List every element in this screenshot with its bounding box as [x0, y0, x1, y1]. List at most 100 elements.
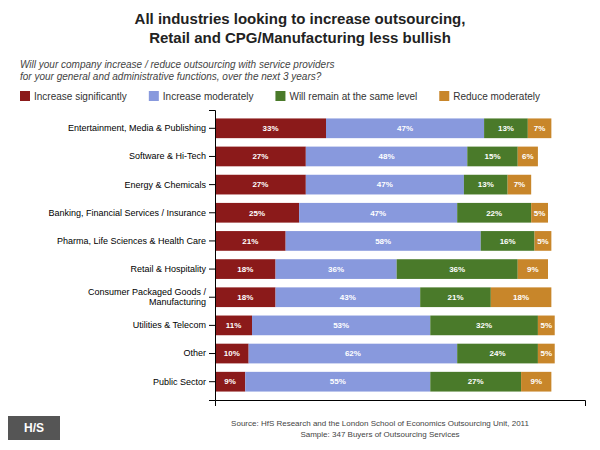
text-line: Manufacturing	[149, 297, 206, 307]
bar-segment	[286, 231, 481, 251]
tick-mark	[209, 381, 215, 382]
tick-label: Energy & Chemicals	[124, 179, 206, 189]
text-line: Pharma, Life Sciences & Health Care	[57, 236, 206, 246]
text-line: Banking, Financial Services / Insurance	[48, 208, 206, 218]
tick-label: Retail & Hospitality	[130, 264, 206, 274]
legend-swatch	[149, 91, 159, 101]
legend: Increase significantly Increase moderatel…	[20, 91, 540, 102]
text-line: Utilities & Telecom	[133, 320, 206, 330]
bar-segment	[215, 118, 326, 138]
bar-segment	[484, 118, 528, 138]
bar-segment	[491, 287, 552, 307]
text-line: Retail & Hospitality	[130, 264, 206, 274]
tick-mark	[209, 212, 215, 213]
subtitle: Will your company increase / reduce outs…	[20, 59, 335, 82]
legend-item: Increase moderately	[149, 91, 254, 102]
data-label: 47%	[370, 209, 386, 218]
legend-swatch	[275, 91, 285, 101]
bar-segment	[464, 175, 508, 195]
data-labels: 33%27%27%25%21%18%18%11%10%9%47%48%47%47…	[224, 124, 552, 386]
data-label: 33%	[262, 124, 278, 133]
text-line: Retail and CPG/Manufacturing less bullis…	[149, 29, 451, 46]
data-label: 9%	[527, 265, 539, 274]
bar-segment	[249, 344, 458, 364]
bar-segment	[276, 287, 421, 307]
chart: All industries looking to increase outso…	[0, 0, 600, 450]
text-line: Sample: 347 Buyers of Outsourcing Servic…	[300, 430, 459, 439]
plot: 33%27%27%25%21%18%18%11%10%9%47%48%47%47…	[48, 111, 585, 407]
data-label: 53%	[333, 321, 349, 330]
logo-box	[8, 416, 60, 440]
tick-label: Banking, Financial Services / Insurance	[48, 208, 206, 218]
data-label: 25%	[249, 209, 265, 218]
bar-segment	[538, 316, 555, 336]
series	[397, 118, 538, 391]
legend-label: Increase moderately	[163, 91, 254, 102]
bar-segment	[481, 231, 535, 251]
tick: Consumer Packaged Goods /Manufacturing	[88, 287, 215, 307]
tick: Banking, Financial Services / Insurance	[48, 208, 215, 218]
bar-segment	[535, 231, 552, 251]
bar-segment	[531, 203, 548, 223]
bar-segment	[299, 203, 457, 223]
text-line: Entertainment, Media & Publishing	[68, 123, 206, 133]
data-label: 5%	[537, 237, 549, 246]
legend-label: Increase significantly	[34, 91, 127, 102]
bar-segment	[420, 287, 491, 307]
bars	[215, 118, 555, 391]
bar-segment	[538, 344, 555, 364]
series	[245, 118, 484, 391]
legend-label: Reduce moderately	[453, 91, 540, 102]
axis-line	[209, 111, 216, 401]
tick: Public Sector	[153, 377, 215, 387]
bar-segment	[518, 259, 548, 279]
bar-segment	[306, 147, 467, 167]
source-note: Source: HfS Research and the London Scho…	[231, 419, 529, 439]
bar-segment	[528, 118, 552, 138]
bar-segment	[215, 287, 276, 307]
text-line: Other	[183, 348, 206, 358]
tick: Energy & Chemicals	[124, 179, 215, 189]
tick: Other	[183, 348, 215, 358]
bar-segment	[276, 259, 397, 279]
data-label: 47%	[377, 180, 393, 189]
tick-mark	[209, 240, 215, 241]
tick-mark	[209, 269, 215, 270]
bar-segment	[457, 344, 538, 364]
tick-label: Utilities & Telecom	[133, 320, 206, 330]
data-label: 9%	[530, 377, 542, 386]
tick-label: Pharma, Life Sciences & Health Care	[57, 236, 206, 246]
bar-segment	[430, 316, 538, 336]
text-line: Energy & Chemicals	[124, 179, 206, 189]
data-label: 5%	[541, 321, 553, 330]
text-line: Will your company increase / reduce outs…	[20, 59, 335, 70]
text-line: Public Sector	[153, 377, 206, 387]
data-label: 43%	[340, 293, 356, 302]
bar-segment	[215, 147, 306, 167]
title: All industries looking to increase outso…	[135, 10, 466, 46]
y-axis: Entertainment, Media & PublishingSoftwar…	[48, 111, 215, 401]
bar-segment	[215, 259, 276, 279]
data-label: 7%	[514, 180, 526, 189]
tick-label: Public Sector	[153, 377, 206, 387]
tick-label: Entertainment, Media & Publishing	[68, 123, 206, 133]
bar-segment	[215, 203, 299, 223]
data-label: 58%	[375, 237, 391, 246]
data-label: 21%	[447, 293, 463, 302]
bar-segment	[457, 203, 531, 223]
data-label: 36%	[449, 265, 465, 274]
data-label: 15%	[484, 152, 500, 161]
tick-mark	[209, 297, 215, 298]
data-label: 32%	[476, 321, 492, 330]
data-label: 18%	[513, 293, 529, 302]
data-label: 55%	[330, 377, 346, 386]
bar-segment	[508, 175, 532, 195]
data-label: 11%	[226, 321, 242, 330]
bar-segment	[521, 372, 551, 392]
tick-label: Other	[183, 348, 206, 358]
axis-line	[216, 401, 586, 407]
data-label: 27%	[468, 377, 484, 386]
data-label: 6%	[522, 152, 534, 161]
tick: Utilities & Telecom	[133, 320, 215, 330]
tick: Retail & Hospitality	[130, 264, 215, 274]
